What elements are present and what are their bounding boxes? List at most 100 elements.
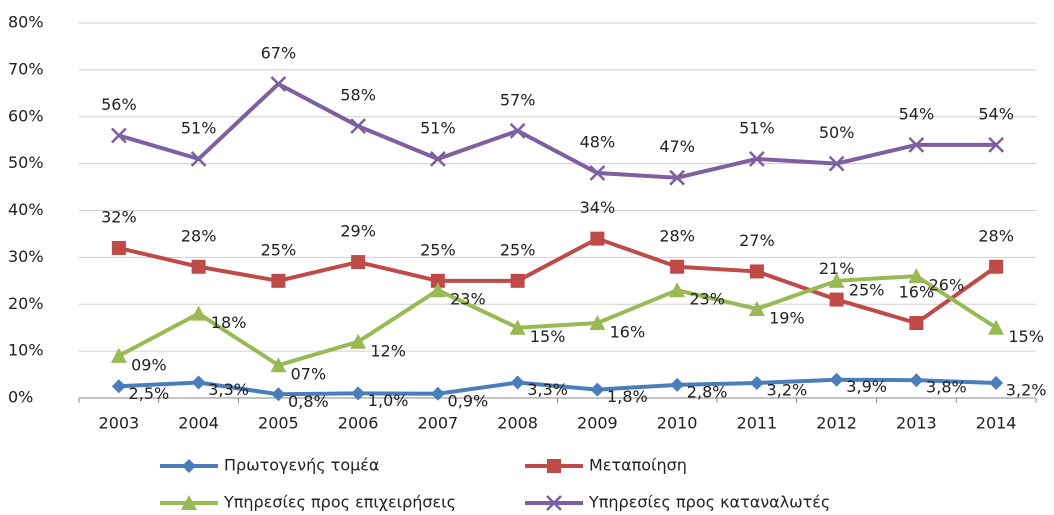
y-tick-label: 20% [8, 294, 44, 313]
data-label: 1,8% [607, 387, 648, 406]
series-line [118, 236, 998, 326]
data-label: 15% [1008, 327, 1044, 346]
marker [430, 386, 445, 401]
data-label: 3,3% [527, 380, 568, 399]
marker [988, 319, 1005, 335]
marker [190, 151, 207, 167]
marker [509, 319, 526, 335]
y-tick-label: 0% [8, 388, 33, 407]
marker [909, 373, 924, 388]
y-tick-label: 40% [8, 200, 44, 219]
y-tick-label: 70% [8, 59, 44, 78]
marker [989, 376, 1004, 390]
data-label: 12% [370, 341, 406, 360]
data-label: 21% [819, 259, 855, 278]
marker [829, 372, 844, 387]
marker [669, 169, 686, 186]
x-tick-label: 2007 [418, 414, 459, 433]
series-line [117, 274, 998, 368]
data-label: 1,0% [368, 391, 409, 410]
marker [271, 387, 286, 402]
marker [828, 155, 845, 172]
marker [547, 459, 561, 473]
marker [670, 377, 685, 392]
marker [828, 272, 845, 288]
marker [749, 264, 764, 279]
data-label: 48% [580, 133, 616, 152]
marker [270, 76, 287, 92]
data-label: 3,2% [767, 381, 808, 400]
marker [191, 375, 206, 390]
data-label: 28% [659, 226, 695, 245]
data-label: 3,8% [926, 378, 967, 397]
marker [749, 376, 764, 390]
marker [271, 273, 286, 288]
marker [748, 151, 765, 167]
legend-label: Πρωτογενής τομέα [224, 456, 379, 475]
legend-item: Πρωτογενής τομέα [160, 456, 379, 475]
data-label: 2,8% [687, 382, 728, 401]
marker [182, 459, 196, 473]
data-label: 34% [580, 198, 616, 217]
data-label: 15% [530, 327, 566, 346]
legend-label: Υπηρεσίες προς καταναλωτές [588, 493, 830, 512]
legend-item: Υπηρεσίες προς καταναλωτές [525, 493, 830, 512]
marker [590, 382, 605, 397]
series: 56% 51% 67% 58% 51% 57% 48% 47% 51% 50% 54% 54% [101, 43, 1014, 186]
x-tick-label: 2011 [737, 414, 778, 433]
marker [988, 136, 1005, 153]
legend-item: Μεταποίηση [525, 456, 687, 475]
marker [350, 118, 367, 135]
data-label: 0,9% [448, 391, 489, 410]
data-label: 25% [261, 240, 297, 259]
marker [590, 231, 605, 246]
data-label: 25% [420, 240, 456, 259]
data-label: 29% [340, 222, 376, 241]
series: 2,5% 3,3% 0,8% 1,0% 0,9% 3,3% 1,8% 2,8% 3,2% 3,9%… [111, 372, 1047, 411]
data-label: 09% [131, 355, 167, 374]
x-tick-label: 2008 [497, 414, 538, 433]
x-tick-label: 2010 [657, 414, 698, 433]
x-tick-label: 2004 [178, 414, 219, 433]
y-tick-label: 10% [8, 341, 44, 360]
data-label: 3,2% [1006, 381, 1047, 400]
data-label: 25% [500, 240, 536, 259]
data-label: 28% [978, 226, 1014, 245]
data-label: 32% [101, 208, 137, 227]
legend-label: Μεταποίηση [589, 456, 687, 475]
data-label: 26% [929, 276, 965, 295]
series: 32% 28% 25% 29% 25% 25% 34% 28% 27% 21% 16% 28% [101, 198, 1014, 330]
data-label: 54% [899, 104, 935, 123]
x-tick-label: 2009 [577, 414, 618, 433]
marker [510, 273, 525, 288]
marker [589, 165, 606, 181]
y-tick-label: 50% [8, 153, 44, 172]
data-label: 19% [769, 308, 805, 327]
y-tick-label: 80% [8, 13, 44, 32]
y-tick-label: 60% [8, 106, 44, 125]
data-label: 3,3% [208, 380, 249, 399]
marker [669, 282, 686, 298]
marker [908, 268, 925, 284]
marker [509, 122, 526, 139]
marker [908, 136, 925, 153]
data-label: 07% [291, 365, 327, 384]
series: 09% 18% 07% 12% 23% 15% 16% 23% 19% 25% 26% 15% [110, 268, 1044, 384]
marker [748, 300, 765, 316]
legend-label: Υπηρεσίες προς επιχειρήσεις [223, 493, 456, 512]
marker [510, 375, 525, 390]
marker [909, 316, 924, 330]
marker [110, 127, 127, 144]
marker [989, 259, 1004, 274]
data-label: 67% [261, 43, 297, 62]
x-tick-label: 2005 [258, 414, 299, 433]
data-label: 0,8% [288, 392, 329, 411]
marker [429, 282, 446, 298]
x-tick-label: 2012 [816, 414, 857, 433]
data-label: 3,9% [846, 377, 887, 396]
data-label: 51% [181, 118, 217, 137]
data-label: 51% [739, 118, 775, 137]
marker [270, 357, 287, 373]
marker [829, 292, 844, 307]
x-tick-label: 2003 [99, 414, 140, 433]
